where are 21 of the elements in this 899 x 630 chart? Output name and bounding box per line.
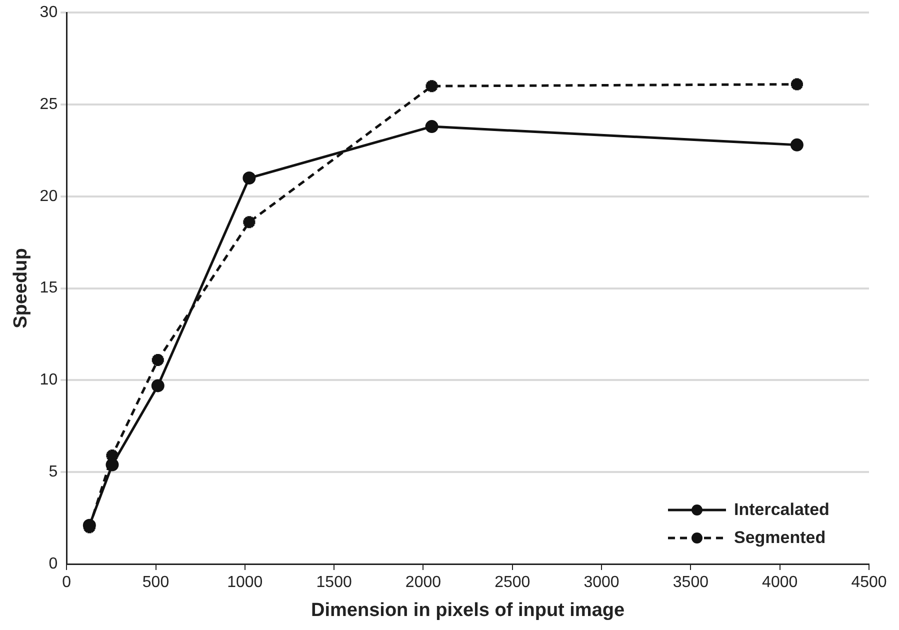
x-tick-label: 4000: [762, 574, 798, 592]
y-tick-label: 30: [40, 4, 58, 22]
y-tick-label: 10: [40, 372, 58, 389]
x-tick-label: 0: [62, 574, 72, 592]
y-tick-label: 20: [40, 188, 58, 205]
y-axis-title: Speedup: [10, 248, 32, 328]
y-tick-label: 0: [48, 555, 58, 572]
x-tick-label: 2000: [405, 574, 442, 592]
x-axis-title: Dimension in pixels of input image: [311, 600, 625, 621]
x-tick-label: 1000: [227, 574, 263, 592]
x-tick-label: 1500: [316, 574, 352, 592]
y-tick-label: 15: [40, 280, 58, 297]
x-tick-label: 3500: [672, 574, 709, 592]
x-tick-label: 4500: [851, 574, 887, 592]
x-tick-label: 2500: [494, 574, 530, 592]
x-tick-label: 500: [142, 574, 170, 592]
legend-label: Intercalated: [734, 500, 830, 520]
y-tick-label: 5: [48, 464, 58, 481]
legend-label: Segmented: [734, 528, 826, 548]
x-tick-label: 3000: [584, 574, 620, 592]
y-tick-label: 25: [40, 96, 58, 113]
